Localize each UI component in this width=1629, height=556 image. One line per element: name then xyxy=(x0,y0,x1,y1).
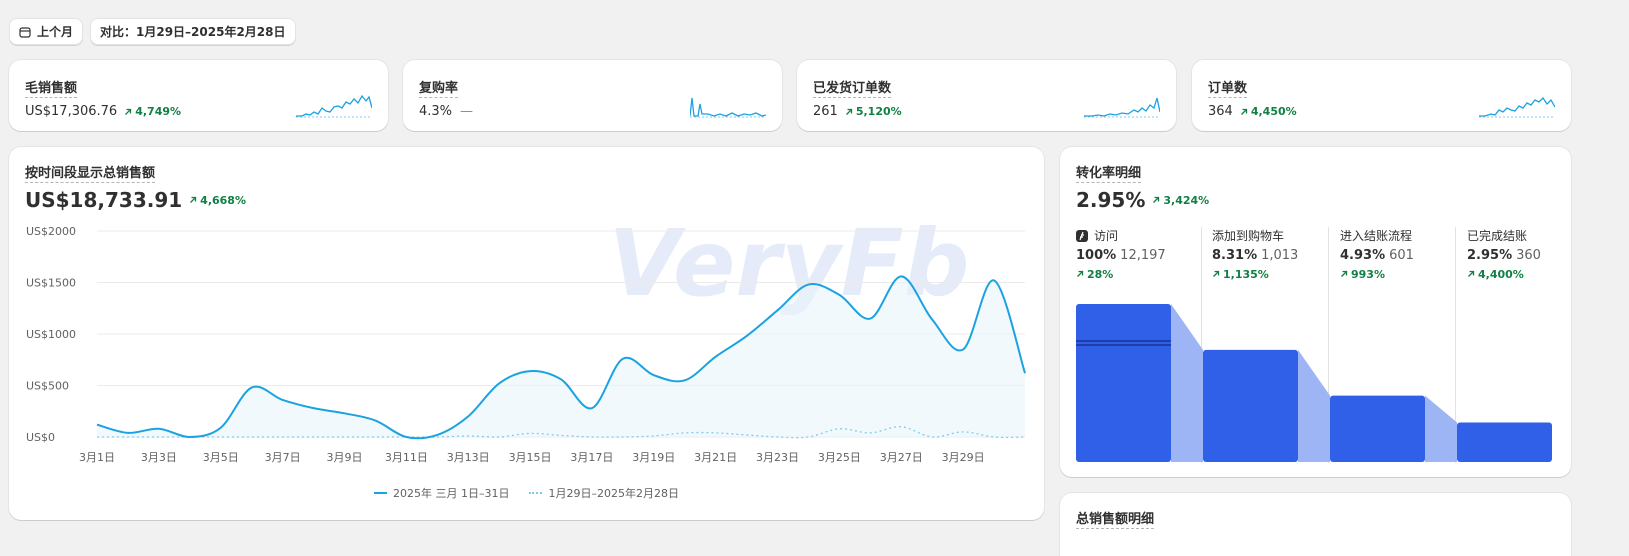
kpi-value: 261 xyxy=(813,104,838,119)
kpi-sparkline xyxy=(296,94,372,118)
kpi-card-fulfilled-orders[interactable]: 已发货订单数 261 5,120% xyxy=(797,60,1176,131)
kpi-card-gross-sales[interactable]: 毛销售额 US$17,306.76 4,749% xyxy=(9,60,388,131)
funnel-bar[interactable] xyxy=(1076,304,1171,462)
stage-divider xyxy=(1328,227,1329,463)
kpi-title: 订单数 xyxy=(1208,77,1248,98)
stage-divider xyxy=(1455,227,1456,463)
funnel-dropoff xyxy=(1171,304,1203,462)
conversion-funnel-chart xyxy=(1076,304,1552,463)
funnel-stage-checkout: 进入结账流程 4.93% 601 993% xyxy=(1340,229,1414,281)
sales-over-time-card: 按时间段显示总销售额 US$18,733.91 4,668% VeryFb US… xyxy=(9,147,1044,520)
kpi-sparkline xyxy=(690,97,766,118)
y-tick-label: US$1000 xyxy=(26,328,76,341)
funnel-bar[interactable] xyxy=(1457,422,1552,463)
x-tick-label: 3月15日 xyxy=(509,451,552,464)
conversion-breakdown-card: 转化率明细 2.95% 3,424% 访问 100% 12,197 28% 添加到… xyxy=(1060,147,1571,477)
arrow-up-right-icon xyxy=(1153,196,1160,203)
x-tick-label: 3月23日 xyxy=(756,451,799,464)
arrow-up-right-icon xyxy=(1240,108,1247,115)
kpi-change: 5,120% xyxy=(845,105,902,118)
period-filter-label: 上个月 xyxy=(37,25,74,39)
arrow-up-right-icon xyxy=(1077,270,1084,277)
kpi-title: 毛销售额 xyxy=(25,77,78,98)
kpi-card-repeat-rate[interactable]: 复购率 4.3% — xyxy=(403,60,782,131)
sales-total: US$18,733.91 xyxy=(25,188,183,212)
kpi-value: 4.3% xyxy=(419,104,453,119)
kpi-change: 4,450% xyxy=(1240,105,1297,118)
funnel-dropoff xyxy=(1425,395,1457,462)
kpi-sparkline xyxy=(1084,97,1160,118)
x-tick-label: 3月27日 xyxy=(880,451,923,464)
kpi-value: 364 xyxy=(1208,104,1233,119)
x-tick-label: 3月25日 xyxy=(818,451,861,464)
arrow-up-right-icon xyxy=(1341,270,1348,277)
x-tick-label: 3月5日 xyxy=(203,451,239,464)
x-tick-label: 3月9日 xyxy=(326,451,362,464)
compare-filter-label: 对比：1月29日–2025年2月28日 xyxy=(100,25,286,39)
series-previous-line xyxy=(97,426,1026,439)
kpi-title: 已发货订单数 xyxy=(813,77,892,98)
kpi-change: 4,749% xyxy=(124,105,181,118)
stage-divider xyxy=(1201,227,1202,463)
x-tick-label: 3月7日 xyxy=(265,451,301,464)
sales-change: 4,668% xyxy=(189,194,246,207)
x-tick-label: 3月29日 xyxy=(942,451,985,464)
x-tick-label: 3月1日 xyxy=(79,451,115,464)
kpi-change: — xyxy=(460,104,474,119)
kpi-title: 复购率 xyxy=(419,77,459,98)
x-tick-label: 3月17日 xyxy=(570,451,613,464)
conversion-change: 3,424% xyxy=(1152,194,1209,207)
kpi-card-orders[interactable]: 订单数 364 4,450% xyxy=(1192,60,1571,131)
funnel-dropoff xyxy=(1298,349,1330,462)
y-tick-label: US$1500 xyxy=(26,277,76,290)
legend-current[interactable]: 2025年 三月 1日–31日 xyxy=(374,485,509,501)
sales-breakdown-title: 总销售额明细 xyxy=(1076,508,1155,529)
series-current-line xyxy=(96,275,1026,440)
calendar-icon xyxy=(19,26,31,38)
sales-breakdown-card: 总销售额明细 xyxy=(1060,493,1571,556)
x-tick-label: 3月3日 xyxy=(141,451,177,464)
x-tick-label: 3月21日 xyxy=(694,451,737,464)
sales-chart-title: 按时间段显示总销售额 xyxy=(25,162,156,183)
conversion-title: 转化率明细 xyxy=(1076,162,1142,183)
funnel-stage-completed: 已完成结账 2.95% 360 4,400% xyxy=(1467,229,1541,281)
x-tick-label: 3月11日 xyxy=(385,451,428,464)
arrow-up-right-icon xyxy=(1213,270,1220,277)
kpi-sparkline xyxy=(1479,96,1555,118)
legend-previous[interactable]: 1月29日–2025年2月28日 xyxy=(529,485,679,501)
y-tick-label: US$0 xyxy=(26,431,55,444)
funnel-stage-add-to-cart: 添加到购物车 8.31% 1,013 1,135% xyxy=(1212,229,1299,281)
arrow-up-right-icon xyxy=(125,108,132,115)
x-tick-label: 3月19日 xyxy=(632,451,675,464)
arrow-up-right-icon xyxy=(845,108,852,115)
y-tick-label: US$2000 xyxy=(26,225,76,238)
chart-legend: 2025年 三月 1日–31日 1月29日–2025年2月28日 xyxy=(9,485,1044,501)
x-tick-label: 3月13日 xyxy=(447,451,490,464)
funnel-bar[interactable] xyxy=(1330,395,1425,462)
arrow-up-right-icon xyxy=(190,196,197,203)
y-tick-label: US$500 xyxy=(26,380,69,393)
compare-filter-button[interactable]: 对比：1月29日–2025年2月28日 xyxy=(90,18,296,45)
conversion-rate: 2.95% xyxy=(1076,188,1146,212)
funnel-bar[interactable] xyxy=(1203,349,1298,462)
kpi-value: US$17,306.76 xyxy=(25,104,118,119)
period-filter-button[interactable]: 上个月 xyxy=(9,18,84,45)
sessions-icon xyxy=(1076,229,1088,242)
funnel-stage-sessions: 访问 100% 12,197 28% xyxy=(1076,229,1166,281)
arrow-up-right-icon xyxy=(1468,270,1475,277)
